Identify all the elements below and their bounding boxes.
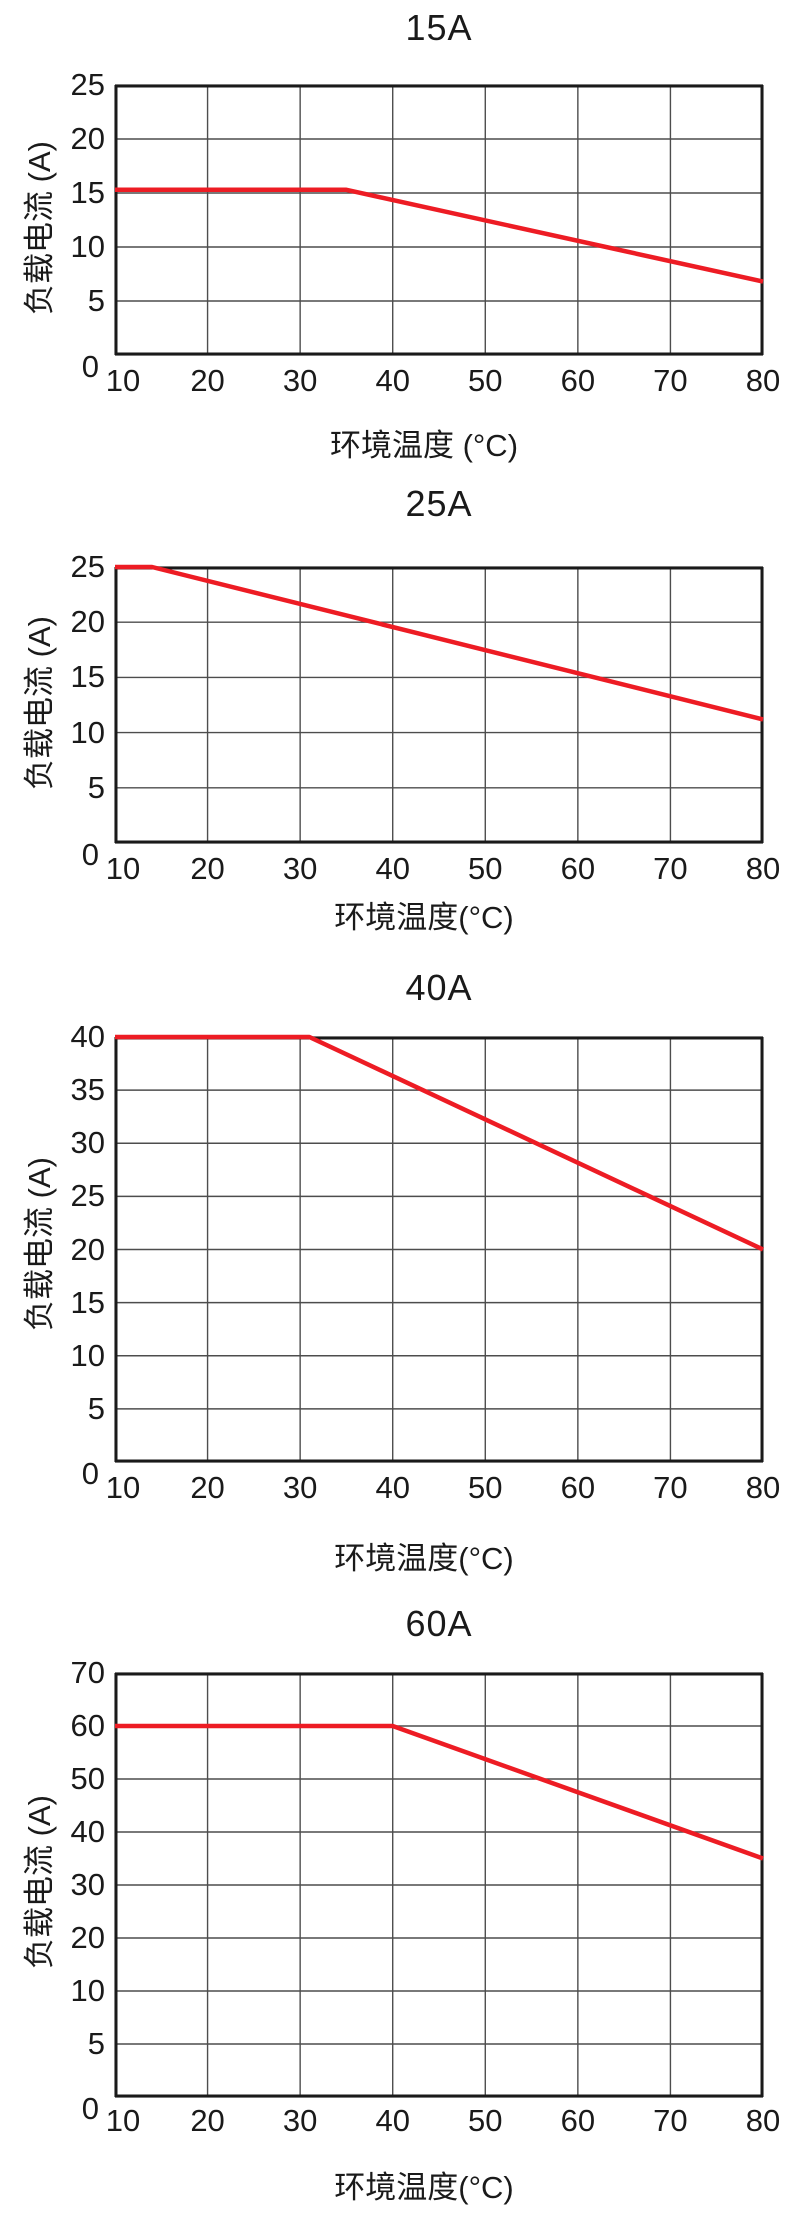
y-tick-label: 70 <box>70 1655 105 1690</box>
x-tick-label: 60 <box>560 851 596 886</box>
y-tick-label: 20 <box>70 1231 105 1267</box>
x-tick-label: 80 <box>745 2103 781 2138</box>
x-tick-label: 40 <box>375 1470 410 1505</box>
y-tick-label: 15 <box>70 1284 105 1320</box>
plot-area-25a <box>114 564 764 844</box>
chart-title-60a: 60A <box>405 1603 473 1644</box>
x-tick-label: 50 <box>468 363 503 398</box>
chart-title-40a: 40A <box>405 967 473 1008</box>
y-tick-label: 5 <box>87 1390 105 1426</box>
y-tick-label: 20 <box>70 1920 105 1955</box>
load-current-derating-60A-curve <box>115 1723 764 1861</box>
plot-area-60a <box>114 1672 764 2098</box>
plot-area-15a <box>114 84 764 356</box>
y-tick-label: 5 <box>87 2026 105 2061</box>
x-tick-label: 70 <box>653 363 688 398</box>
x-tick-label: 60 <box>560 363 596 398</box>
y-tick-label: 0 <box>81 2091 99 2126</box>
x-tick-label: 30 <box>282 851 318 886</box>
x-tick-label: 50 <box>468 2103 503 2138</box>
x-tick-label: 30 <box>282 2103 318 2138</box>
x-tick-label: 60 <box>560 2103 596 2138</box>
chart-title-25a: 25A <box>405 483 473 524</box>
y-tick-label: 50 <box>70 1761 105 1796</box>
y-tick-label: 25 <box>70 1178 105 1214</box>
x-tick-label: 70 <box>653 2103 688 2138</box>
load-current-derating-15A-curve <box>115 187 764 284</box>
plot-border <box>115 567 763 843</box>
y-tick-label: 5 <box>87 769 105 805</box>
x-tick-label: 30 <box>282 1470 318 1505</box>
chart-title-15a: 15A <box>405 7 473 48</box>
plot-area-40a <box>114 1034 764 1463</box>
x-tick-label: 10 <box>105 851 141 886</box>
load-current-derating-40A-curve <box>115 1034 764 1252</box>
y-tick-label: 30 <box>70 1867 105 1902</box>
x-tick-label: 50 <box>468 1470 503 1505</box>
x-tick-label: 20 <box>190 363 225 398</box>
y-tick-label: 35 <box>70 1072 105 1108</box>
y-tick-label: 30 <box>70 1125 105 1161</box>
x-tick-label: 10 <box>105 1470 141 1505</box>
x-tick-label: 30 <box>282 363 318 398</box>
y-tick-label: 10 <box>70 714 105 750</box>
x-tick-label: 40 <box>375 851 410 886</box>
x-tick-label: 50 <box>468 851 503 886</box>
x-axis-label-40a: 环境温度(°C) <box>334 1541 514 1576</box>
y-tick-label: 20 <box>70 121 105 156</box>
x-tick-label: 80 <box>745 851 781 886</box>
y-tick-label: 5 <box>87 283 105 318</box>
x-axis-label-60a: 环境温度(°C) <box>334 2170 514 2205</box>
y-tick-label: 0 <box>81 1456 99 1491</box>
y-tick-label: 15 <box>70 175 105 210</box>
x-axis-label-15a: 环境温度 (°C) <box>329 428 519 463</box>
x-tick-label: 40 <box>375 2103 410 2138</box>
y-tick-label: 40 <box>70 1019 105 1054</box>
plot-border <box>115 85 763 355</box>
y-tick-label: 20 <box>70 604 105 640</box>
x-tick-label: 20 <box>190 851 225 886</box>
y-tick-label: 10 <box>70 1337 105 1373</box>
x-tick-label: 20 <box>190 1470 225 1505</box>
x-tick-label: 80 <box>745 1470 781 1505</box>
y-tick-label: 40 <box>70 1814 105 1849</box>
x-tick-label: 10 <box>105 2103 141 2138</box>
x-axis-label-25a: 环境温度(°C) <box>334 900 514 935</box>
y-tick-label: 25 <box>70 67 105 102</box>
y-tick-label: 15 <box>70 659 105 695</box>
x-tick-label: 20 <box>190 2103 225 2138</box>
x-tick-label: 70 <box>653 1470 688 1505</box>
y-tick-label: 25 <box>70 549 105 584</box>
x-tick-label: 70 <box>653 851 688 886</box>
x-tick-label: 60 <box>560 1470 596 1505</box>
y-tick-label: 10 <box>70 1973 105 2008</box>
y-axis-label-25a: 负载电流 (A) <box>22 616 57 790</box>
y-tick-label: 60 <box>70 1708 105 1743</box>
plot-border <box>115 1673 763 2097</box>
x-tick-label: 10 <box>105 363 141 398</box>
load-current-derating-25A-curve <box>115 564 764 722</box>
x-tick-label: 40 <box>375 363 410 398</box>
y-tick-label: 0 <box>81 837 99 872</box>
x-tick-label: 80 <box>745 363 781 398</box>
y-tick-label: 0 <box>81 349 99 384</box>
y-tick-label: 10 <box>70 229 105 264</box>
